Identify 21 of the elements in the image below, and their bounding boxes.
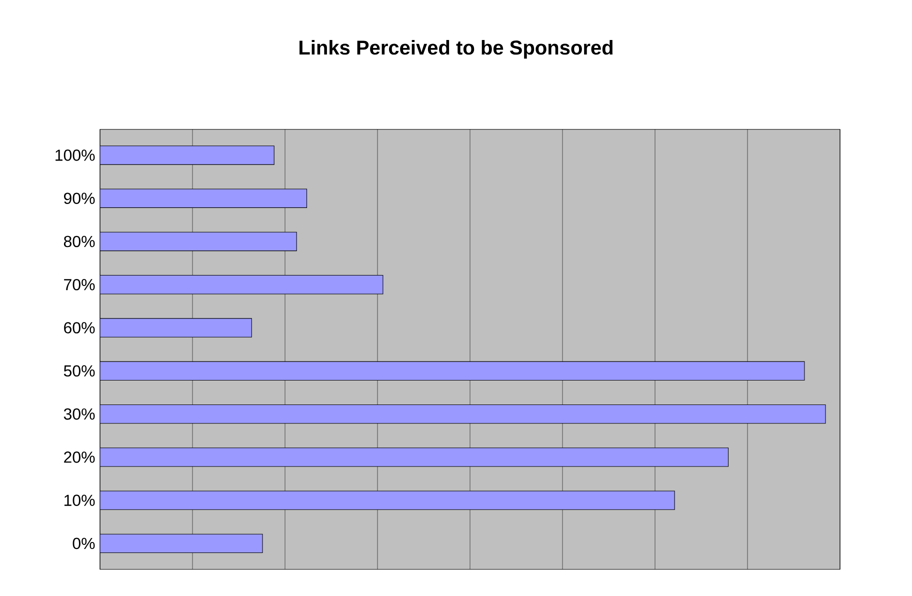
y-tick-label: 60% — [64, 322, 95, 334]
y-tick-label: 0% — [72, 538, 95, 550]
bar — [100, 232, 297, 252]
bar — [100, 404, 826, 424]
bar — [100, 146, 274, 165]
bar — [100, 361, 805, 381]
bar — [100, 490, 675, 510]
y-tick-label: 70% — [64, 278, 95, 290]
bar — [100, 275, 384, 294]
y-tick-label: 100% — [56, 150, 95, 161]
bar — [100, 448, 729, 467]
y-tick-label: 90% — [64, 192, 95, 204]
y-tick-label: 10% — [64, 494, 95, 506]
bar — [100, 318, 252, 338]
y-tick-label: 20% — [64, 452, 95, 463]
chart-title: Links Perceived to be Sponsored — [300, 40, 612, 59]
y-tick-label: 30% — [64, 408, 95, 420]
bar — [100, 188, 308, 208]
y-tick-label: 80% — [64, 236, 95, 248]
bar — [100, 534, 263, 554]
y-tick-label: 50% — [64, 365, 95, 377]
